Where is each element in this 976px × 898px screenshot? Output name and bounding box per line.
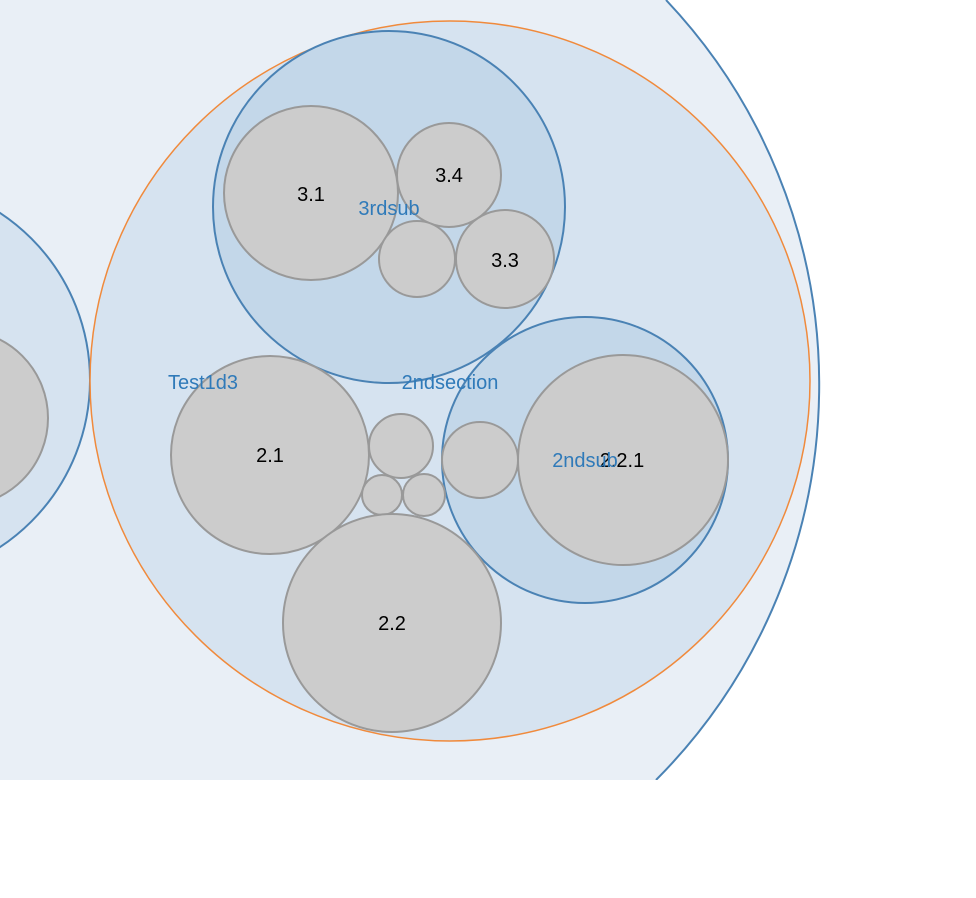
leaf-2-1-label: 2.1 — [256, 445, 284, 467]
unlabeled-leaf-c-circle[interactable] — [402, 473, 446, 517]
leaf-2-2-1-label: 2.2.1 — [600, 450, 644, 472]
left-leaf-circle[interactable] — [0, 330, 49, 506]
leaf-3-3-label: 3.3 — [491, 250, 519, 272]
leaf-2-2-label: 2.2 — [378, 613, 406, 635]
unlabeled-leaf-3-circle[interactable] — [378, 220, 456, 298]
root-circle-outline — [655, 0, 821, 780]
unlabeled-leaf-a-circle[interactable] — [368, 413, 434, 479]
leaf-3-3-circle[interactable] — [455, 209, 555, 309]
leaf-3-1-label: 3.1 — [297, 184, 325, 206]
third-sub-label: 3rdsub — [358, 198, 419, 220]
test1d3-label: Test1d3 — [168, 372, 238, 394]
leaf-2-1-circle[interactable] — [170, 355, 370, 555]
leaf-2-2-1-circle[interactable] — [517, 354, 729, 566]
leaf-2-2-circle[interactable] — [282, 513, 502, 733]
second-section-label: 2ndsection — [402, 372, 499, 394]
leaf-3-4-label: 3.4 — [435, 165, 463, 187]
leaf-3-4-circle[interactable] — [396, 122, 502, 228]
outside-root-area — [656, 0, 976, 780]
second-sub-label: 2ndsub — [552, 450, 618, 472]
unlabeled-leaf-2s-circle[interactable] — [441, 421, 519, 499]
leaf-3-1-circle[interactable] — [223, 105, 399, 281]
unlabeled-leaf-b-circle[interactable] — [361, 474, 403, 516]
